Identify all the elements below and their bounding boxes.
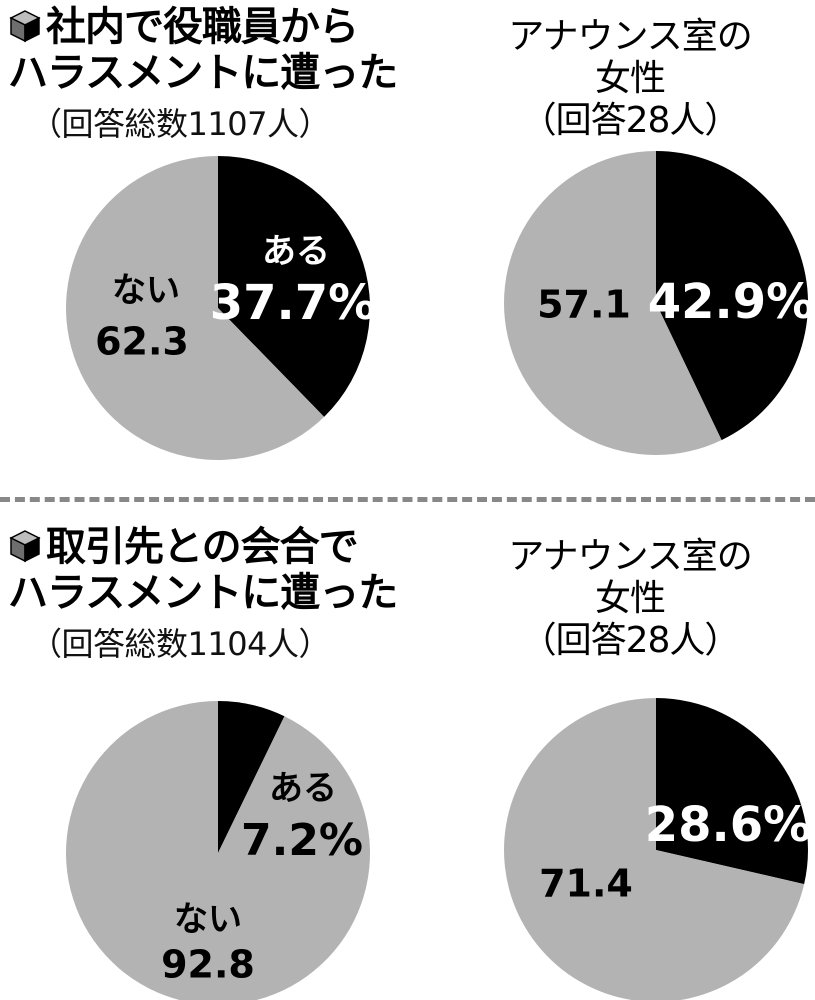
respondents-total: （回答総数1107人） — [30, 105, 330, 143]
yes-value-label: 7.2% — [241, 815, 363, 866]
pie-slice-yes — [656, 698, 808, 885]
announcer-title-line-1: アナウンス室の — [508, 16, 753, 57]
cube-bullet-icon — [9, 10, 41, 43]
announcer-title-line-2: 女性 — [594, 578, 666, 619]
yes-value-label: 28.6% — [645, 797, 812, 853]
yes-value-label: 37.7% — [210, 275, 377, 331]
announcer-respondents: （回答28人） — [520, 100, 741, 141]
group-title: 取引先との会合で ハラスメントに遭った — [8, 524, 398, 616]
group-title-line-2: ハラスメントに遭った — [8, 50, 398, 96]
announcer-title-line-2: 女性 — [594, 58, 666, 99]
yes-slice-label: ある — [269, 769, 337, 809]
pie-slice-no — [66, 156, 325, 461]
announcer-title-line-1: アナウンス室の — [508, 536, 753, 577]
group-title-line-1: 社内で役職員から — [46, 4, 359, 50]
group-title-line-2: ハラスメントに遭った — [8, 570, 398, 616]
group-title: 社内で役職員から ハラスメントに遭った — [8, 4, 398, 96]
no-value-label: 62.3 — [95, 320, 189, 364]
announcer-title: アナウンス室の 女性 （回答28人） — [470, 16, 790, 142]
pie-slice-no — [504, 698, 805, 1000]
cube-bullet-icon — [9, 530, 41, 563]
pie-slice-yes — [218, 701, 285, 853]
pie-announcers: 42.9% 57.1 — [503, 151, 815, 455]
pie-slice-no — [503, 151, 722, 455]
no-slice-label: ない — [112, 271, 180, 311]
pie-slice-yes — [656, 151, 808, 441]
section-internal-harassment: 社内で役職員から ハラスメントに遭った （回答総数1107人） アナウンス室の … — [0, 0, 815, 480]
no-value-label: 92.8 — [161, 943, 255, 987]
yes-slice-label: ある — [262, 232, 330, 272]
announcer-title: アナウンス室の 女性 （回答28人） — [470, 536, 790, 662]
yes-value-label: 42.9% — [648, 274, 815, 330]
section-divider — [0, 497, 815, 502]
no-value-label: 57.1 — [537, 283, 631, 327]
pie-slice-no — [66, 701, 370, 1000]
section-client-meeting-harassment: 取引先との会合で ハラスメントに遭った （回答総数1104人） アナウンス室の … — [0, 520, 815, 1000]
respondents-total: （回答総数1104人） — [30, 625, 330, 663]
group-title-line-1: 取引先との会合で — [46, 524, 359, 570]
announcer-respondents: （回答28人） — [520, 620, 741, 661]
no-slice-label: ない — [174, 900, 242, 940]
pie-announcers: 28.6% 71.4 — [504, 698, 811, 1000]
no-value-label: 71.4 — [539, 862, 633, 906]
pie-slice-yes — [218, 156, 370, 417]
